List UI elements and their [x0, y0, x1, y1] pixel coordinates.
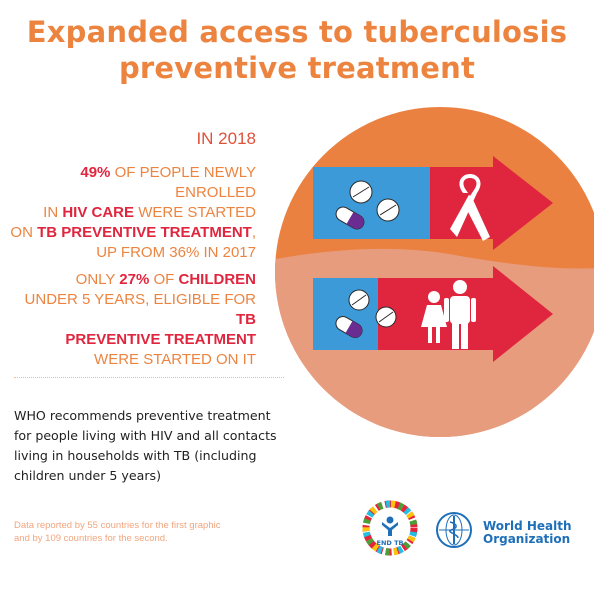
stat2-tb: TB [236, 311, 256, 328]
recommendation-line-4: children under 5 years) [14, 468, 162, 483]
stat1-text-1: OF PEOPLE NEWLY ENROLLED [110, 164, 256, 201]
hiv-statistic: 49% OF PEOPLE NEWLY ENROLLED IN HIV CARE… [6, 163, 256, 263]
year-label: IN 2018 [196, 129, 256, 148]
stat1-hiv-care: HIV CARE [62, 204, 135, 221]
awareness-ribbon-icon [450, 174, 490, 241]
stat2-children: CHILDREN [178, 271, 257, 288]
stat1-text-2: IN [43, 204, 63, 221]
stat2-text-2: OF [149, 271, 179, 288]
who-wordmark: World Health Organization [483, 520, 572, 546]
stat2-tb-preventive: PREVENTIVE TREATMENT [65, 331, 256, 348]
who-line-2: Organization [483, 532, 571, 546]
stat1-text-5: , [251, 224, 256, 241]
pill-icon [335, 206, 365, 230]
stat2-text-1: ONLY [75, 271, 120, 288]
arrow1-blue-section [313, 167, 430, 239]
stat1-percent: 49% [80, 164, 111, 181]
data-footnote: Data reported by 55 countries for the fi… [14, 519, 274, 545]
end-tb-text: END TB [377, 539, 404, 547]
divider [14, 377, 284, 378]
footnote-line-1: Data reported by 55 countries for the fi… [14, 520, 221, 531]
girl-icon [421, 291, 447, 343]
footnote-line-2: and by 109 countries for the second. [14, 533, 168, 544]
page-title: Expanded access to tuberculosis preventi… [0, 14, 594, 86]
who-line-1: World Health [483, 519, 572, 533]
recommendation-line-2: for people living with HIV and all conta… [14, 428, 277, 443]
stat2-text-3: UNDER 5 YEARS, ELIGIBLE FOR [24, 291, 256, 308]
logos-area: END TB [362, 500, 472, 556]
tablet-icon [348, 289, 397, 328]
pill-icon [335, 316, 363, 338]
end-tb-logo: END TB [362, 500, 418, 556]
arrow2-blue-section [313, 278, 378, 350]
stat1-tb-preventive: TB PREVENTIVE TREATMENT [37, 224, 252, 241]
stat1-text-4: ON [10, 224, 38, 241]
who-recommendation: WHO recommends preventive treatment for … [14, 406, 314, 486]
title-line-2: preventive treatment [118, 51, 476, 85]
stat1-text-6: UP FROM 36% IN 2017 [96, 244, 256, 261]
recommendation-line-1: WHO recommends preventive treatment [14, 408, 271, 423]
title-line-1: Expanded access to tuberculosis [26, 15, 568, 49]
man-icon [444, 280, 476, 349]
children-arrow [313, 266, 553, 362]
tablet-icon [349, 180, 400, 222]
hiv-arrow [313, 156, 553, 250]
recommendation-line-3: living in households with TB (including [14, 448, 257, 463]
who-emblem-icon [436, 512, 472, 548]
stat2-percent: 27% [119, 271, 150, 288]
stat1-text-3: WERE STARTED [134, 204, 256, 221]
children-statistic: ONLY 27% OF CHILDREN UNDER 5 YEARS, ELIG… [6, 270, 256, 370]
stat2-text-4: WERE STARTED ON IT [94, 351, 256, 368]
